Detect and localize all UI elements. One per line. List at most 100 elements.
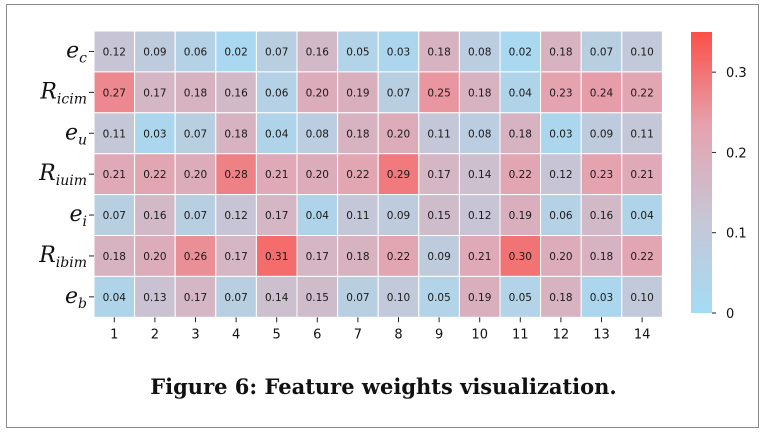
- row-label-subscript: icim: [57, 91, 87, 107]
- heatmap-cell: [296, 153, 339, 196]
- cell-value-label: 0.16: [224, 87, 248, 99]
- heatmap-cell: [580, 235, 623, 277]
- column-label: 9: [435, 327, 443, 342]
- cell-value-label: 0.07: [265, 46, 288, 58]
- cell-value-label: 0.25: [427, 87, 450, 99]
- cell-value-label: 0.18: [184, 87, 207, 99]
- cell-value-label: 0.11: [103, 128, 126, 140]
- cell-value-label: 0.18: [509, 128, 532, 140]
- cell-value-label: 0.05: [427, 292, 450, 304]
- cell-value-label: 0.07: [387, 87, 410, 99]
- cell-value-label: 0.16: [590, 210, 614, 222]
- heatmap-cell: [215, 194, 257, 237]
- heatmap-cell: [540, 153, 582, 196]
- heatmap-cell: [621, 275, 663, 318]
- heatmap-cell: [499, 153, 542, 196]
- colorbar: 0 0.1 0.2 0.3: [691, 32, 747, 322]
- cell-value-label: 0.08: [468, 128, 491, 140]
- row-label-main: e: [65, 284, 78, 309]
- heatmap-cell: [337, 194, 379, 237]
- cell-value-label: 0.11: [427, 128, 450, 140]
- cell-value-label: 0.22: [509, 169, 532, 181]
- cell-value-label: 0.29: [387, 169, 410, 181]
- cell-value-label: 0.09: [143, 46, 166, 58]
- cell-value-label: 0.15: [306, 292, 329, 304]
- cell-value-label: 0.07: [346, 292, 369, 304]
- cell-value-label: 0.04: [306, 210, 330, 222]
- heatmap-cell: [540, 235, 582, 277]
- heatmap-cell: [93, 30, 136, 73]
- heatmap-cell: [255, 30, 298, 73]
- cell-value-label: 0.14: [265, 292, 289, 304]
- heatmap-cell: [377, 71, 420, 114]
- colorbar-tick-label: 0.3: [726, 66, 747, 81]
- cell-value-label: 0.22: [630, 251, 653, 263]
- heatmap-cell: [174, 235, 217, 277]
- cell-value-label: 0.20: [387, 128, 410, 140]
- heatmap-cell: [540, 71, 582, 114]
- cell-value-label: 0.05: [346, 46, 369, 58]
- heatmap-cell: [93, 235, 136, 277]
- cell-value-label: 0.04: [265, 128, 289, 140]
- heatmap-cell: [377, 235, 420, 277]
- cell-value-label: 0.17: [143, 87, 166, 99]
- cell-value-label: 0.18: [224, 128, 247, 140]
- cell-value-label: 0.07: [224, 292, 247, 304]
- row-label-main: R: [38, 243, 56, 268]
- cell-value-label: 0.16: [306, 46, 330, 58]
- cell-value-label: 0.14: [468, 169, 492, 181]
- cell-value-label: 0.09: [590, 128, 613, 140]
- row-label-subscript: c: [79, 50, 87, 66]
- heatmap-cell: [580, 194, 623, 237]
- heatmap-cell: [134, 194, 176, 237]
- cell-value-label: 0.24: [590, 87, 614, 99]
- cell-value-label: 0.19: [509, 210, 532, 222]
- row-label: ei: [69, 202, 87, 230]
- cell-value-label: 0.17: [184, 292, 207, 304]
- cell-value-label: 0.18: [549, 292, 572, 304]
- column-label: 5: [273, 327, 281, 342]
- cell-value-label: 0.12: [549, 169, 572, 181]
- cell-value-label: 0.03: [387, 46, 410, 58]
- heatmap-cell: [255, 153, 298, 196]
- cell-value-label: 0.27: [103, 87, 126, 99]
- column-label: 10: [471, 327, 488, 342]
- colorbar-tick-label: 0: [726, 307, 734, 322]
- cell-value-label: 0.03: [143, 128, 166, 140]
- cell-value-label: 0.21: [265, 169, 288, 181]
- cell-value-label: 0.11: [630, 128, 653, 140]
- cell-value-label: 0.17: [427, 169, 450, 181]
- cell-value-label: 0.05: [509, 292, 532, 304]
- cell-value-label: 0.21: [468, 251, 491, 263]
- heatmap-cell: [337, 112, 379, 155]
- heatmap-cell: [134, 235, 176, 277]
- heatmap-cell: [621, 71, 663, 114]
- cell-value-label: 0.20: [306, 87, 329, 99]
- cell-value-label: 0.10: [387, 292, 410, 304]
- row-label-main: R: [38, 161, 56, 186]
- cell-value-label: 0.18: [103, 251, 126, 263]
- cell-value-label: 0.04: [509, 87, 533, 99]
- cell-value-label: 0.17: [224, 251, 247, 263]
- heatmap-cell: [134, 112, 176, 155]
- colorbar-gradient: [691, 32, 712, 313]
- cell-value-label: 0.07: [184, 210, 207, 222]
- cell-value-label: 0.08: [468, 46, 491, 58]
- heatmap-cell: [621, 112, 663, 155]
- colorbar-tick-label: 0.2: [726, 146, 747, 161]
- cell-value-label: 0.10: [630, 292, 653, 304]
- cell-value-label: 0.18: [590, 251, 613, 263]
- heatmap-cell: [458, 194, 501, 237]
- row-label: ec: [66, 38, 87, 66]
- cell-value-label: 0.18: [549, 46, 572, 58]
- row-label: eb: [65, 284, 87, 312]
- cell-value-label: 0.17: [265, 210, 288, 222]
- cell-value-label: 0.16: [143, 210, 167, 222]
- cell-value-label: 0.22: [346, 169, 369, 181]
- row-label-main: e: [65, 120, 78, 145]
- heatmap-cell: [580, 30, 623, 73]
- heatmap-cell: [134, 71, 176, 114]
- heatmap-cell: [174, 153, 217, 196]
- cell-value-label: 0.18: [427, 46, 450, 58]
- heatmap-cell: [296, 71, 339, 114]
